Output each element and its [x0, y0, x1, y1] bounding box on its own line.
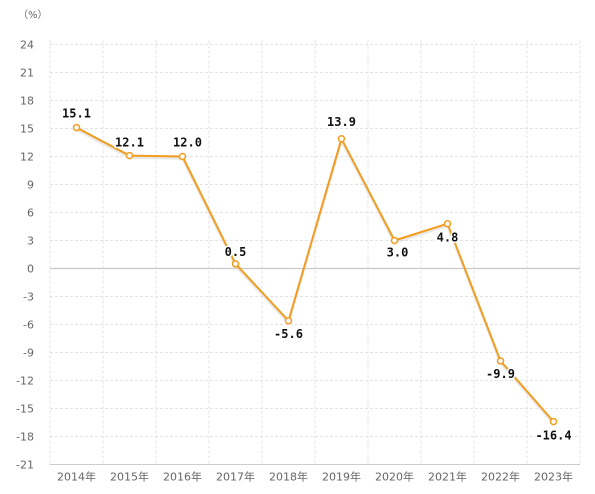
y-unit-label: （%）: [18, 9, 48, 21]
data-point: [390, 236, 399, 245]
y-tick-label: -21: [16, 459, 34, 472]
data-label: -9.9: [486, 367, 515, 381]
y-tick-label: 15: [20, 123, 34, 136]
y-tick-label: -15: [16, 403, 34, 416]
data-points: [72, 123, 558, 426]
y-tick-label: 24: [20, 39, 34, 52]
y-tick-label: -6: [23, 319, 34, 332]
data-point: [284, 317, 293, 325]
y-tick-label: 12: [20, 151, 34, 164]
data-label: 15.1: [62, 107, 91, 121]
data-point: [125, 151, 134, 160]
x-tick-label: 2014年: [57, 470, 96, 484]
x-tick-label: 2015年: [110, 470, 149, 484]
data-point: [443, 219, 452, 228]
y-tick-label: -9: [23, 347, 34, 360]
y-tick-label: 9: [27, 179, 34, 192]
data-label: 0.5: [225, 245, 247, 259]
y-tick-label: 6: [27, 207, 34, 220]
x-tick-label: 2017年: [216, 470, 255, 484]
y-tick-label: 21: [20, 67, 34, 80]
data-point: [549, 417, 558, 426]
gridlines: [49, 40, 581, 465]
x-tick-label: 2023年: [534, 470, 573, 484]
y-tick-label: 3: [27, 235, 34, 248]
data-label: 13.9: [327, 115, 356, 129]
y-tick-label: -3: [23, 291, 34, 304]
data-label: 3.0: [387, 246, 409, 260]
series-line-path: [76, 126, 555, 423]
y-tick-label: 0: [27, 263, 34, 276]
x-tick-label: 2016年: [163, 470, 202, 484]
data-label: -5.6: [274, 327, 303, 341]
data-point: [178, 152, 187, 161]
x-tick-label: 2020年: [375, 470, 414, 484]
x-tick-label: 2019年: [322, 470, 361, 484]
data-label: 4.8: [437, 231, 459, 245]
y-tick-label: -18: [16, 431, 34, 444]
y-tick-label: -12: [16, 375, 34, 388]
data-label: 12.1: [115, 136, 144, 150]
data-point: [337, 135, 346, 143]
data-label: -16.4: [535, 429, 571, 443]
data-point: [231, 260, 240, 268]
series-line: [75, 126, 555, 425]
data-point: [72, 123, 81, 132]
data-label: 12.0: [173, 136, 202, 150]
y-tick-label: 18: [20, 95, 34, 108]
y-tick-labels: 24 21 18 15 12 9 6 3 0 -3 -6 -9 -12 -15 -18 -21: [16, 39, 34, 472]
data-point: [496, 357, 505, 365]
x-tick-label: 2022年: [481, 470, 520, 484]
data-labels: 15.1 12.1 12.0 0.5 -5.6 13.9 3.0 4.8 -9.9 -16.4: [61, 105, 574, 444]
axes: [50, 267, 580, 465]
x-tick-labels: 2014年 2015年 2016年 2017年 2018年 2019年 2020年 2021年…: [57, 470, 573, 484]
x-tick-label: 2021年: [428, 470, 467, 484]
x-tick-label: 2018年: [269, 470, 308, 484]
